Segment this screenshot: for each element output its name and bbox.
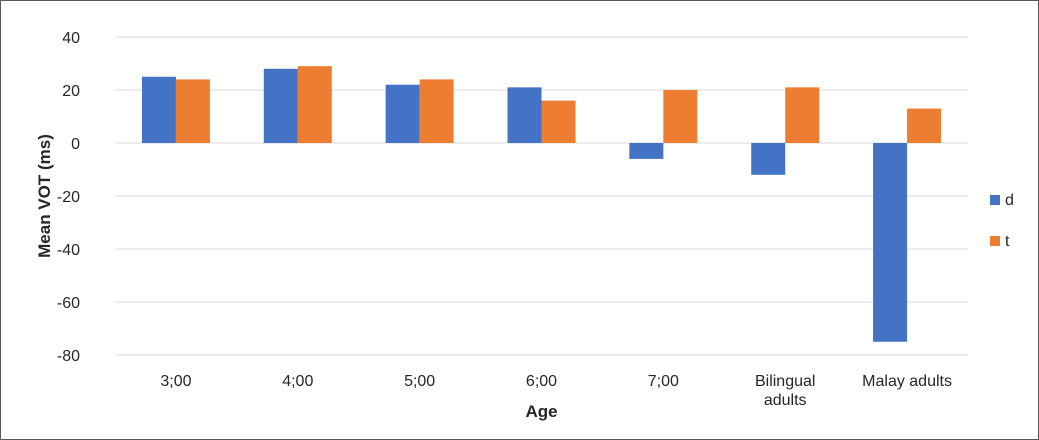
x-tick-label: 5;00: [404, 373, 435, 390]
gridlines: [115, 36, 968, 356]
bar-d: [263, 68, 298, 143]
y-tick-label: -60: [57, 295, 80, 312]
bar-t: [297, 66, 332, 143]
x-tick-label: 3;00: [160, 373, 191, 390]
x-tick-label: Bilingual adults: [755, 373, 815, 409]
x-tick-label: 4;00: [282, 373, 313, 390]
bar-t: [175, 79, 210, 143]
y-tick-label: 0: [71, 136, 80, 153]
y-tick-label: 20: [62, 83, 80, 100]
x-tick-label: Malay adults: [862, 373, 952, 390]
bar-t: [785, 87, 820, 143]
y-tick-label: -80: [57, 348, 80, 365]
legend-label-d: d: [1005, 192, 1014, 209]
x-tick-labels: 3;00 4;00 5;00 6;00 7;00 Bilingual adults Malay…: [160, 373, 952, 409]
bar-d: [385, 84, 420, 143]
legend: dt: [990, 192, 1014, 250]
bar-d: [141, 76, 176, 143]
bar-d: [873, 143, 908, 342]
y-tick-label: -20: [57, 189, 80, 206]
bar-d: [507, 87, 542, 143]
legend-swatch-t: [990, 236, 1000, 246]
y-tick-label: 40: [62, 30, 80, 47]
y-axis-title: Mean VOT (ms): [35, 134, 54, 258]
bar-t: [663, 90, 698, 143]
bar-d: [751, 143, 786, 175]
bar-t: [907, 108, 942, 143]
bar-d: [629, 143, 664, 159]
bar-t: [419, 79, 454, 143]
legend-swatch-d: [990, 195, 1000, 205]
bars: [141, 66, 942, 342]
legend-label-t: t: [1005, 233, 1010, 250]
y-tick-labels: 40 20 0 -20 -40 -60 -80: [57, 30, 80, 365]
y-tick-label: -40: [57, 242, 80, 259]
x-tick-label: 6;00: [526, 373, 557, 390]
x-axis-title: Age: [525, 402, 557, 421]
bar-t: [541, 100, 576, 143]
x-tick-label: 7;00: [648, 373, 679, 390]
